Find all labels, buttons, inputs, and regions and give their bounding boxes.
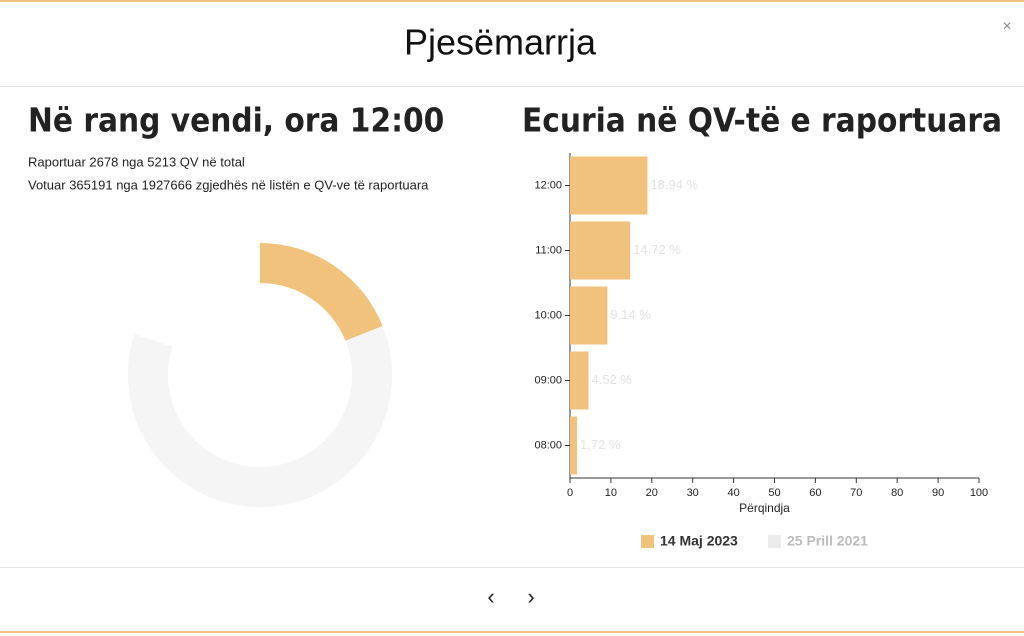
x-tick-label: 0 — [567, 487, 573, 499]
value-label: 1.72 % — [580, 437, 621, 452]
chart-title: Ecuria në QV-të e raportuara — [522, 101, 1002, 140]
x-axis-label: Përqindja — [739, 501, 790, 515]
legend-swatch — [641, 535, 654, 548]
legend-label[interactable]: 14 Maj 2023 — [660, 533, 738, 549]
value-label: 4.52 % — [591, 372, 632, 387]
bar — [570, 156, 648, 215]
donut-segment — [260, 243, 383, 341]
prev-button[interactable]: ‹ — [487, 584, 494, 609]
y-tick-label: 12:00 — [534, 179, 562, 191]
bar — [570, 416, 578, 475]
x-tick-label: 30 — [687, 487, 699, 499]
y-tick-label: 11:00 — [535, 244, 562, 256]
bar — [570, 351, 589, 410]
donut-track — [127, 325, 392, 507]
value-label: 14.72 % — [633, 242, 681, 257]
info-line: Raportuar 2678 nga 5213 QV në total — [28, 154, 245, 169]
top-border — [0, 0, 1024, 2]
left-heading: Në rang vendi, ora 12:00 — [28, 101, 444, 140]
modal-title: Pjesëmarrja — [404, 22, 597, 63]
value-label: 18.94 % — [650, 177, 698, 192]
bar — [570, 286, 608, 345]
info-line: Votuar 365191 nga 1927666 zgjedhës në li… — [28, 177, 429, 192]
y-tick-label: 09:00 — [534, 374, 562, 386]
x-tick-label: 80 — [891, 487, 903, 499]
legend-swatch — [768, 535, 781, 548]
bottom-border — [0, 631, 1024, 633]
x-tick-label: 40 — [727, 487, 739, 499]
y-tick-label: 10:00 — [534, 309, 562, 321]
x-tick-label: 10 — [605, 487, 617, 499]
x-tick-label: 20 — [646, 487, 658, 499]
x-tick-label: 100 — [970, 487, 988, 499]
next-button[interactable]: › — [527, 584, 534, 609]
bar — [570, 221, 631, 280]
legend-label[interactable]: 25 Prill 2021 — [787, 533, 868, 549]
x-tick-label: 90 — [932, 487, 944, 499]
x-tick-label: 60 — [809, 487, 821, 499]
x-tick-label: 50 — [768, 487, 780, 499]
close-button[interactable]: × — [1002, 18, 1011, 35]
y-tick-label: 08:00 — [534, 439, 562, 451]
value-label: 9.14 % — [610, 307, 651, 322]
x-tick-label: 70 — [850, 487, 862, 499]
